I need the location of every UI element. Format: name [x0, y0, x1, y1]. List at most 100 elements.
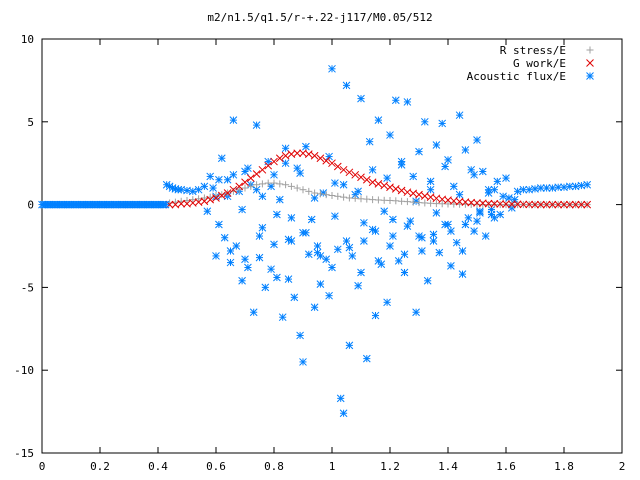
point-1-d2	[351, 170, 360, 179]
point-2-d2	[209, 184, 217, 192]
x-tick-label: 2	[619, 460, 626, 473]
plot-frame	[41, 38, 623, 454]
point-1	[374, 180, 383, 188]
point-2-d2	[360, 218, 368, 227]
legend-marker	[586, 72, 594, 80]
point-2	[397, 157, 406, 166]
point-2	[281, 159, 290, 168]
point-2-d2	[316, 280, 325, 288]
point-2	[275, 195, 284, 204]
point-2	[481, 232, 490, 240]
point-2	[391, 96, 400, 105]
point-2-d2	[406, 217, 415, 226]
point-1	[200, 197, 209, 206]
point-0	[258, 180, 266, 188]
x-tick-label: 1.6	[496, 460, 516, 473]
point-0	[322, 191, 330, 199]
point-1	[322, 156, 331, 165]
point-2-d2	[168, 184, 177, 192]
point-2	[470, 227, 478, 235]
point-2	[426, 185, 435, 194]
point-1-d2	[565, 200, 574, 209]
point-2-d2	[223, 175, 232, 184]
legend-marker-d2	[586, 72, 594, 80]
point-2	[435, 248, 444, 257]
point-2	[383, 174, 391, 182]
point-2-d2	[293, 164, 302, 173]
point-1	[362, 175, 371, 184]
point-2-d2	[217, 154, 226, 163]
point-2-d2	[386, 242, 394, 250]
y-tick-label: 5	[27, 116, 34, 129]
point-0	[189, 196, 197, 204]
point-2	[223, 175, 232, 184]
point-2	[325, 152, 333, 161]
point-2-d2	[461, 220, 470, 229]
point-2	[345, 243, 354, 252]
point-1	[380, 181, 389, 190]
point-1	[241, 178, 249, 187]
point-2-d2	[313, 248, 322, 257]
point-2-d2	[415, 147, 423, 156]
point-1-d2	[397, 186, 406, 195]
point-1-d2	[188, 199, 197, 207]
point-1-d2	[374, 180, 383, 188]
point-2-d2	[362, 354, 371, 363]
point-2	[412, 308, 420, 317]
point-1	[177, 199, 186, 208]
point-2-d2	[331, 212, 339, 221]
point-2	[261, 283, 270, 292]
point-2-d2	[188, 187, 197, 196]
point-2-d2	[319, 189, 328, 197]
y-tick-label: 10	[21, 33, 34, 46]
point-2	[360, 237, 368, 245]
point-2-d2	[325, 152, 333, 161]
point-2	[400, 250, 409, 259]
point-1	[565, 200, 574, 209]
point-1	[531, 200, 539, 209]
point-2-d2	[400, 268, 409, 277]
point-1	[368, 178, 377, 187]
point-1-d2	[275, 154, 284, 163]
point-2	[458, 247, 467, 255]
point-2	[519, 185, 528, 194]
point-1	[339, 165, 348, 174]
point-1-d2	[281, 151, 290, 160]
point-2	[226, 258, 235, 267]
point-2-d2	[571, 182, 580, 191]
point-1-d2	[513, 200, 522, 209]
x-tick-label: 0.8	[264, 460, 284, 473]
point-2-d2	[490, 185, 499, 194]
point-1	[502, 200, 510, 208]
y-tick-label: -5	[21, 281, 34, 294]
point-2	[449, 182, 458, 191]
point-2	[217, 154, 226, 163]
point-2	[429, 230, 438, 239]
point-2-d2	[287, 237, 296, 245]
point-0	[282, 181, 290, 189]
point-2-d2	[368, 225, 377, 234]
point-2-d2	[397, 157, 406, 166]
point-1	[415, 190, 423, 199]
point-0	[340, 193, 348, 201]
point-1-d2	[391, 185, 400, 193]
point-0	[241, 184, 249, 192]
point-2	[432, 141, 441, 149]
point-2	[299, 228, 307, 237]
point-2-d2	[252, 185, 261, 194]
point-2-d2	[536, 184, 545, 192]
point-2	[220, 233, 229, 242]
point-1-d2	[316, 154, 325, 163]
point-1-d2	[490, 199, 499, 208]
point-0	[247, 182, 255, 190]
point-2	[502, 174, 510, 182]
point-1	[560, 200, 568, 209]
point-2	[226, 247, 235, 255]
point-2-d2	[232, 242, 241, 250]
point-2	[336, 394, 345, 403]
point-1-d2	[542, 200, 551, 209]
point-2-d2	[275, 195, 284, 204]
point-2-d2	[409, 172, 418, 181]
point-2-d2	[299, 358, 307, 366]
point-2-d2	[241, 255, 249, 264]
